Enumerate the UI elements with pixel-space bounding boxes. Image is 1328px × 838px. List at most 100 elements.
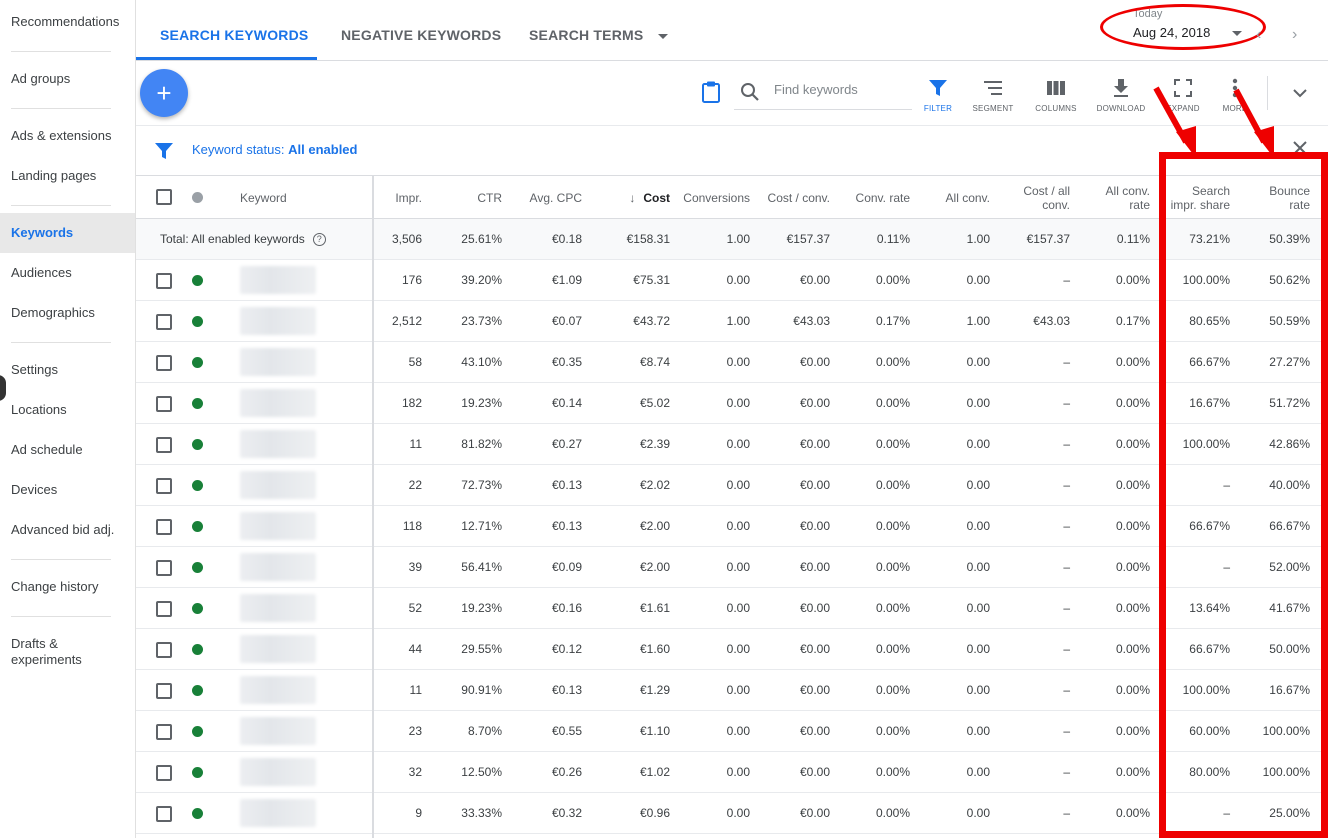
status-enabled-icon[interactable] (192, 644, 203, 655)
tab-negative-keywords[interactable]: NEGATIVE KEYWORDS (341, 27, 502, 43)
help-icon[interactable]: ? (312, 232, 326, 246)
download-button[interactable]: DOWNLOAD (1089, 76, 1153, 113)
status-enabled-icon[interactable] (192, 398, 203, 409)
status-enabled-icon[interactable] (192, 767, 203, 778)
sidebar-item-ad-groups[interactable]: Ad groups (0, 59, 135, 99)
table-row[interactable]: 39 56.41% €0.09 €2.00 0.00 €0.00 0.00% 0.00 – 0.0… (136, 547, 1328, 588)
keyword-text-redacted[interactable] (240, 430, 316, 458)
status-enabled-icon[interactable] (192, 521, 203, 532)
column-header-cost-per-conv[interactable]: Cost / conv. (767, 191, 830, 205)
table-row[interactable]: 9 33.33% €0.32 €0.96 0.00 €0.00 0.00% 0.00 – 0.00… (136, 793, 1328, 834)
column-header-bounce-rate[interactable]: Bounce rate (1269, 184, 1310, 212)
table-row[interactable]: 58 43.10% €0.35 €8.74 0.00 €0.00 0.00% 0.00 – 0.0… (136, 342, 1328, 383)
sidebar-item-ads-extensions[interactable]: Ads & extensions (0, 116, 135, 156)
sidebar-item-devices[interactable]: Devices (0, 470, 135, 510)
row-checkbox[interactable] (156, 683, 172, 699)
table-row[interactable]: 176 39.20% €1.09 €75.31 0.00 €0.00 0.00% 0.00 – 0… (136, 260, 1328, 301)
row-checkbox[interactable] (156, 355, 172, 371)
chevron-right-icon[interactable]: › (1292, 26, 1298, 43)
row-checkbox[interactable] (156, 396, 172, 412)
keyword-text-redacted[interactable] (240, 594, 316, 622)
keyword-text-redacted[interactable] (240, 471, 316, 499)
column-header-cost[interactable]: ↓ Cost (596, 176, 670, 220)
row-checkbox[interactable] (156, 314, 172, 330)
status-enabled-icon[interactable] (192, 685, 203, 696)
row-checkbox[interactable] (156, 806, 172, 822)
search-input[interactable] (774, 82, 909, 97)
column-header-avg-cpc[interactable]: Avg. CPC (529, 191, 582, 205)
row-checkbox[interactable] (156, 601, 172, 617)
sidebar-item-settings[interactable]: Settings (0, 350, 135, 390)
keyword-text-redacted[interactable] (240, 266, 316, 294)
sidebar-item-landing-pages[interactable]: Landing pages (0, 156, 135, 196)
status-enabled-icon[interactable] (192, 316, 203, 327)
select-all-checkbox[interactable] (156, 189, 172, 205)
row-checkbox[interactable] (156, 560, 172, 576)
table-row[interactable]: 182 19.23% €0.14 €5.02 0.00 €0.00 0.00% 0.00 – 0.… (136, 383, 1328, 424)
table-row[interactable]: 22 72.73% €0.13 €2.02 0.00 €0.00 0.00% 0.00 – 0.0… (136, 465, 1328, 506)
columns-button[interactable]: COLUMNS (1024, 76, 1088, 113)
column-header-impr[interactable]: Impr. (395, 191, 422, 205)
sidebar-item-recommendations[interactable]: Recommendations (0, 2, 135, 42)
keyword-text-redacted[interactable] (240, 348, 316, 376)
row-checkbox[interactable] (156, 519, 172, 535)
add-keyword-button[interactable]: + (140, 69, 188, 117)
sidebar-item-demographics[interactable]: Demographics (0, 293, 135, 333)
column-header-all-conv[interactable]: All conv. (945, 191, 990, 205)
sidebar-item-change-history[interactable]: Change history (0, 567, 135, 607)
keyword-text-redacted[interactable] (240, 717, 316, 745)
sidebar-item-locations[interactable]: Locations (0, 390, 135, 430)
status-enabled-icon[interactable] (192, 726, 203, 737)
keyword-text-redacted[interactable] (240, 635, 316, 663)
chevron-left-icon[interactable]: ‹ (1256, 26, 1262, 43)
row-checkbox[interactable] (156, 273, 172, 289)
table-row[interactable]: 11 81.82% €0.27 €2.39 0.00 €0.00 0.00% 0.00 – 0.0… (136, 424, 1328, 465)
sidebar-collapse-handle[interactable] (0, 375, 6, 401)
table-row[interactable]: 23 8.70% €0.55 €1.10 0.00 €0.00 0.00% 0.00 – 0.00… (136, 711, 1328, 752)
expand-button[interactable]: EXPAND (1151, 76, 1215, 113)
status-enabled-icon[interactable] (192, 275, 203, 286)
status-enabled-icon[interactable] (192, 480, 203, 491)
status-enabled-icon[interactable] (192, 357, 203, 368)
table-row[interactable]: 2,512 23.73% €0.07 €43.72 1.00 €43.03 0.17% 1.0… (136, 301, 1328, 342)
segment-button[interactable]: SEGMENT (961, 76, 1025, 113)
sidebar-item-audiences[interactable]: Audiences (0, 253, 135, 293)
table-row[interactable]: 11 90.91% €0.13 €1.29 0.00 €0.00 0.00% 0.00 – 0.0… (136, 670, 1328, 711)
status-enabled-icon[interactable] (192, 562, 203, 573)
status-enabled-icon[interactable] (192, 439, 203, 450)
keyword-text-redacted[interactable] (240, 307, 316, 335)
keyword-text-redacted[interactable] (240, 512, 316, 540)
keyword-text-redacted[interactable] (240, 553, 316, 581)
column-header-ctr[interactable]: CTR (477, 191, 502, 205)
table-row[interactable]: 52 19.23% €0.16 €1.61 0.00 €0.00 0.00% 0.00 – 0.0… (136, 588, 1328, 629)
sidebar-item-ad-schedule[interactable]: Ad schedule (0, 430, 135, 470)
sidebar-item-drafts-experiments[interactable]: Drafts & experiments (0, 632, 95, 672)
table-row[interactable]: 118 12.71% €0.13 €2.00 0.00 €0.00 0.00% 0.00 – 0.… (136, 506, 1328, 547)
keyword-text-redacted[interactable] (240, 676, 316, 704)
column-header-conv-rate[interactable]: Conv. rate (855, 191, 910, 205)
keyword-text-redacted[interactable] (240, 799, 316, 827)
row-checkbox[interactable] (156, 642, 172, 658)
table-row[interactable]: 44 29.55% €0.12 €1.60 0.00 €0.00 0.00% 0.00 – 0.0… (136, 629, 1328, 670)
column-header-keyword[interactable]: Keyword (240, 191, 287, 205)
column-header-conversions[interactable]: Conversions (683, 191, 750, 205)
sidebar-item-advanced-bid-adj[interactable]: Advanced bid adj. (0, 510, 135, 550)
column-header-search-impr-share[interactable]: Search impr. share (1170, 184, 1230, 212)
column-header-all-conv-rate[interactable]: All conv. rate (1105, 184, 1150, 212)
column-header-cost-all-conv[interactable]: Cost / all conv. (1023, 184, 1070, 212)
collapse-chevron-icon[interactable] (1292, 86, 1308, 104)
sidebar-item-keywords[interactable]: Keywords (0, 213, 135, 253)
status-enabled-icon[interactable] (192, 808, 203, 819)
keyword-text-redacted[interactable] (240, 758, 316, 786)
row-checkbox[interactable] (156, 724, 172, 740)
row-checkbox[interactable] (156, 765, 172, 781)
keyword-text-redacted[interactable] (240, 389, 316, 417)
tab-search-keywords[interactable]: SEARCH KEYWORDS (160, 27, 309, 43)
clipboard-icon[interactable] (700, 80, 722, 109)
tab-search-terms[interactable]: SEARCH TERMS (529, 27, 668, 43)
row-checkbox[interactable] (156, 437, 172, 453)
filter-chip[interactable]: Keyword status: All enabled (192, 142, 357, 157)
table-row[interactable]: 32 12.50% €0.26 €1.02 0.00 €0.00 0.00% 0.00 – 0.0… (136, 752, 1328, 793)
filter-button[interactable]: FILTER (906, 76, 970, 113)
row-checkbox[interactable] (156, 478, 172, 494)
